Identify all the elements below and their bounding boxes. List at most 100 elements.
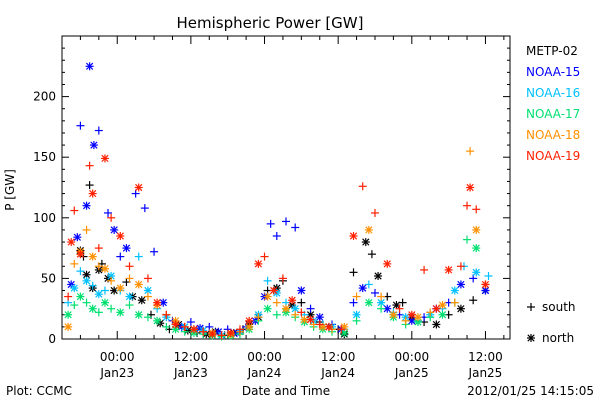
data-point: [73, 233, 82, 242]
plus-marker-swatch: [527, 303, 535, 311]
data-point: [370, 288, 379, 297]
data-point: [245, 316, 254, 325]
data-point: [349, 298, 358, 307]
data-point: [82, 225, 91, 234]
data-point: [297, 286, 306, 295]
data-point: [337, 325, 346, 334]
y-tick-label: 100: [33, 211, 56, 225]
x-tick-time-label: 00:00: [247, 350, 282, 364]
data-point: [266, 219, 275, 228]
data-point: [76, 121, 85, 130]
data-point: [125, 301, 134, 310]
x-tick-date-label: Jan24: [320, 366, 355, 380]
x-tick-time-label: 12:00: [174, 350, 209, 364]
data-point: [131, 189, 140, 198]
data-point: [367, 250, 376, 259]
data-point: [94, 290, 103, 299]
data-point: [254, 313, 263, 322]
data-point: [122, 244, 131, 253]
data-point: [450, 286, 459, 295]
data-point: [208, 330, 217, 339]
x-tick-date-label: Jan25: [394, 366, 429, 380]
data-point: [104, 208, 113, 217]
data-point: [383, 304, 392, 313]
data-point: [180, 322, 189, 331]
data-point: [88, 252, 97, 261]
data-point: [272, 298, 281, 307]
data-point: [143, 313, 152, 322]
data-point: [272, 310, 281, 319]
data-point: [413, 313, 422, 322]
data-point: [481, 280, 490, 289]
data-point: [116, 231, 125, 240]
x-tick-date-label: Jan23: [173, 366, 208, 380]
data-point: [76, 292, 85, 301]
data-point: [76, 267, 85, 276]
data-point: [282, 217, 290, 226]
data-point: [364, 225, 373, 234]
data-point: [107, 304, 116, 313]
data-point: [272, 231, 281, 240]
data-point: [315, 313, 324, 322]
data-point: [263, 304, 272, 313]
legend-entry: NOAA-16: [526, 86, 580, 100]
data-point: [263, 276, 272, 285]
legend: METP-02 NOAA-15 NOAA-16 NOAA-17 NOAA-18 NOAA-…: [526, 44, 580, 163]
data-point: [364, 298, 373, 307]
data-point: [70, 259, 79, 268]
data-point: [94, 262, 103, 271]
data-point: [456, 262, 465, 271]
data-point: [438, 310, 447, 319]
star-marker-swatch: [527, 334, 535, 342]
marker-legend: south north: [527, 300, 576, 345]
data-point: [162, 322, 171, 331]
data-point: [263, 292, 272, 301]
data-point: [377, 304, 386, 313]
data-point: [88, 281, 97, 290]
data-point: [370, 208, 379, 217]
y-tick-label: 0: [48, 332, 56, 346]
data-point: [472, 244, 481, 253]
data-point: [85, 161, 94, 170]
data-point: [235, 325, 244, 334]
data-point: [64, 322, 73, 331]
data-point: [315, 320, 324, 329]
data-point: [395, 304, 404, 313]
y-tick-label: 200: [33, 90, 56, 104]
data-point: [297, 308, 306, 317]
data-point: [67, 238, 76, 247]
x-tick-time-label: 12:00: [468, 350, 503, 364]
data-point: [361, 238, 370, 247]
data-point: [100, 298, 109, 307]
data-point: [125, 274, 134, 283]
data-point: [125, 262, 134, 271]
data-points: [64, 62, 493, 341]
data-point: [466, 183, 475, 192]
data-point: [137, 296, 146, 305]
data-point: [288, 296, 297, 305]
data-point: [450, 298, 459, 307]
data-point: [82, 298, 91, 307]
data-point: [398, 298, 407, 307]
data-point: [189, 325, 198, 334]
data-point: [153, 298, 162, 307]
plot-credit: Plot: CCMC: [6, 384, 72, 398]
plot-frame: [61, 35, 511, 340]
data-point: [358, 182, 367, 191]
data-point: [150, 247, 159, 256]
series-noaa-16: [64, 252, 493, 340]
data-point: [85, 62, 94, 71]
data-point: [162, 310, 171, 319]
data-point: [306, 304, 315, 313]
data-point: [352, 292, 361, 301]
y-tick-label: 50: [41, 271, 56, 285]
data-point: [324, 322, 333, 331]
x-tick-time-label: 00:00: [395, 350, 430, 364]
data-point: [358, 284, 367, 293]
y-tick-label: 150: [33, 150, 56, 164]
data-point: [389, 310, 398, 319]
x-tick-date-label: Jan24: [247, 366, 282, 380]
data-point: [70, 206, 79, 215]
data-point: [143, 274, 152, 283]
